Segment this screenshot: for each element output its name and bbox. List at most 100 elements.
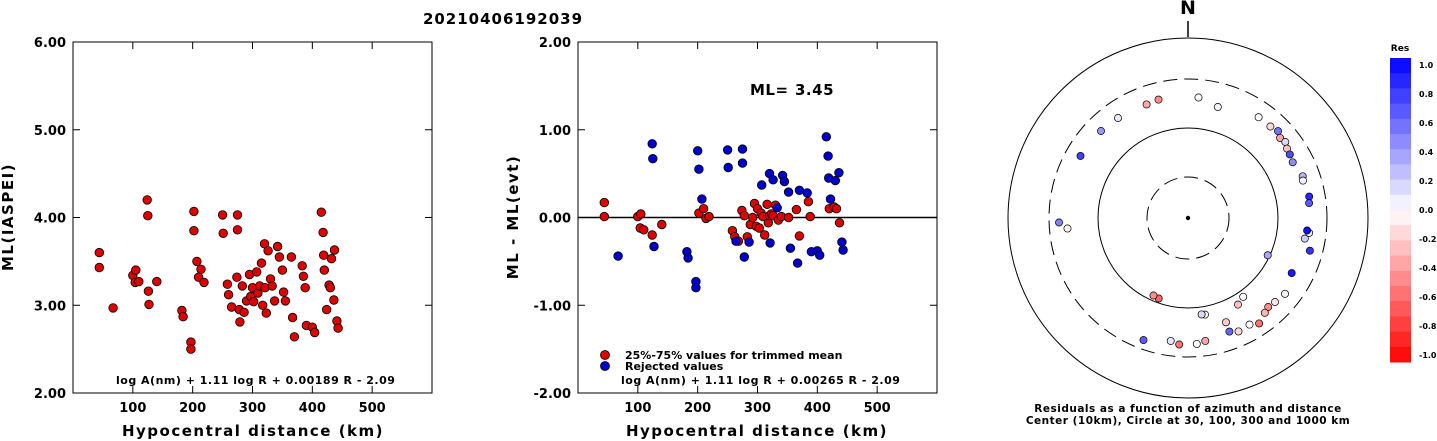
plot2-y-tick-label: 0.00 — [539, 212, 571, 227]
plot2-data-point — [693, 146, 703, 156]
plot2-data-point — [739, 210, 750, 221]
plot1-x-tick-label: 500 — [359, 401, 386, 416]
colorbar-cell — [1390, 194, 1411, 211]
plot1-data-point — [189, 206, 199, 217]
plot2-data-point — [754, 223, 765, 233]
plot2-data-point — [683, 253, 693, 263]
plot2-x-tick-label: 400 — [804, 401, 831, 416]
plot1-data-point — [237, 281, 248, 291]
plot1-data-point — [134, 276, 144, 287]
plot2-x-axis-label: Hypocentral distance (km) — [626, 422, 888, 440]
colorbar-cell — [1390, 346, 1411, 363]
plot2-data-point — [772, 203, 782, 213]
plot1-data-point — [286, 252, 297, 262]
colorbar-tick-label: 1.0 — [1419, 61, 1434, 70]
plot1-data-point — [263, 246, 273, 256]
colorbar-tick-label: 0.6 — [1419, 119, 1434, 128]
plot1-data-point — [319, 265, 330, 275]
circle-30km — [1146, 176, 1230, 260]
colorbar-cell — [1390, 301, 1411, 317]
plot1-data-point — [326, 254, 337, 264]
plot1-data-point — [319, 250, 329, 260]
plot1-y-tick-label: 3.00 — [34, 299, 66, 314]
plot2-data-point — [647, 139, 657, 149]
plot2-data-point — [783, 212, 794, 223]
station-marker — [1175, 340, 1184, 349]
plot1-data-point — [267, 281, 277, 291]
plot2-y-tick-label: -1.00 — [534, 299, 571, 314]
plot2-y-tick-label: 1.00 — [539, 124, 571, 139]
plot1-x-tick-label: 100 — [119, 401, 146, 416]
station-marker — [1271, 298, 1279, 306]
station-markers — [1055, 93, 1314, 349]
plot1-y-tick-label: 2.00 — [34, 387, 66, 402]
station-marker — [1305, 199, 1314, 208]
residual-colorbar: Res 1.0 0.8 0.6 0.4 0.2 0.0 -0.2 -0.4 -0.6 -0.8 -1… — [1390, 44, 1437, 363]
plot2-data-point — [834, 167, 844, 178]
plot1-data-point — [318, 227, 328, 238]
plot2-data-point — [791, 204, 802, 215]
station-marker — [1114, 114, 1122, 122]
plot2-y-tick-label: 2.00 — [539, 36, 571, 51]
plot2-data-point — [648, 153, 658, 164]
plot2-data-point — [698, 203, 709, 214]
colorbar-cell — [1390, 58, 1411, 74]
plot2-data-point — [694, 164, 704, 174]
plot1-data-point — [94, 247, 105, 258]
plot1-data-point — [222, 279, 233, 289]
plot2-x-tick-label: 500 — [864, 401, 891, 416]
plot2-data-point — [815, 250, 825, 260]
station-marker — [1222, 318, 1230, 327]
colorbar-ticks: 1.0 0.8 0.6 0.4 0.2 0.0 -0.2 -0.4 -0.6 -0.8 -1.0 — [1419, 61, 1437, 360]
station-marker — [1276, 133, 1285, 142]
plot1-data-point — [329, 295, 339, 305]
plot1-formula: log A(nm) + 1.11 log R + 0.00189 R - 2.0… — [116, 374, 395, 387]
plot2-data-point — [830, 175, 841, 186]
colorbar-cell — [1390, 316, 1411, 333]
plot2-data-point — [803, 196, 814, 207]
plot1-data-point — [178, 312, 188, 322]
plot1-data-point — [280, 296, 291, 306]
plot1-y-tick-label: 6.00 — [34, 36, 66, 51]
plot1-frame — [72, 41, 433, 394]
plot1-data-point — [325, 283, 336, 293]
plot1-data-point — [289, 332, 300, 342]
plot1-data-point — [248, 297, 259, 307]
plot2-data-point — [762, 199, 772, 210]
colorbar-cell — [1390, 225, 1411, 241]
plot2-data-point — [821, 132, 832, 142]
station-marker — [1305, 192, 1314, 201]
plot1-data-point — [223, 290, 234, 300]
station-marker — [1266, 122, 1275, 131]
plot2-data-point — [737, 158, 748, 168]
plot2-y-ticks: -2.00 -1.00 0.00 1.00 2.00 — [534, 36, 937, 402]
plot1-data-point — [131, 265, 141, 275]
plot2-data-point — [823, 151, 833, 161]
plot1-data-point — [277, 265, 288, 275]
plot2-data-point — [691, 283, 701, 293]
colorbar-tick-label: -0.4 — [1419, 264, 1437, 273]
residual-distance-plot: 100 200 300 400 500 -2.00 -1.00 0.00 1.00 2.00 M… — [504, 36, 938, 440]
north-label: N — [1180, 0, 1196, 19]
plot1-data-point — [310, 327, 320, 338]
plot1-data-point — [269, 296, 280, 306]
circle-100km — [1097, 127, 1279, 309]
station-marker — [1285, 150, 1294, 159]
plot1-data-point — [322, 304, 332, 315]
plot1-data-point — [189, 225, 199, 236]
station-marker — [1166, 336, 1175, 345]
polar-caption-line1: Residuals as a function of azimuth and d… — [1034, 403, 1341, 415]
plot2-data-point — [825, 194, 836, 204]
station-marker — [1274, 127, 1282, 136]
plot1-data-point — [274, 252, 285, 262]
colorbar-tick-label: -1.0 — [1419, 351, 1437, 360]
plot1-data-point — [252, 267, 262, 277]
plot2-data-point — [739, 252, 750, 262]
plot1-data-point — [192, 256, 202, 267]
plot2-x-ticks: 100 200 300 400 500 — [624, 42, 891, 416]
plot2-x-tick-label: 100 — [624, 401, 651, 416]
plot2-data-point — [704, 211, 714, 222]
plot1-data-point — [218, 228, 228, 239]
plot1-data-point — [143, 286, 154, 296]
colorbar-cell — [1390, 331, 1411, 348]
